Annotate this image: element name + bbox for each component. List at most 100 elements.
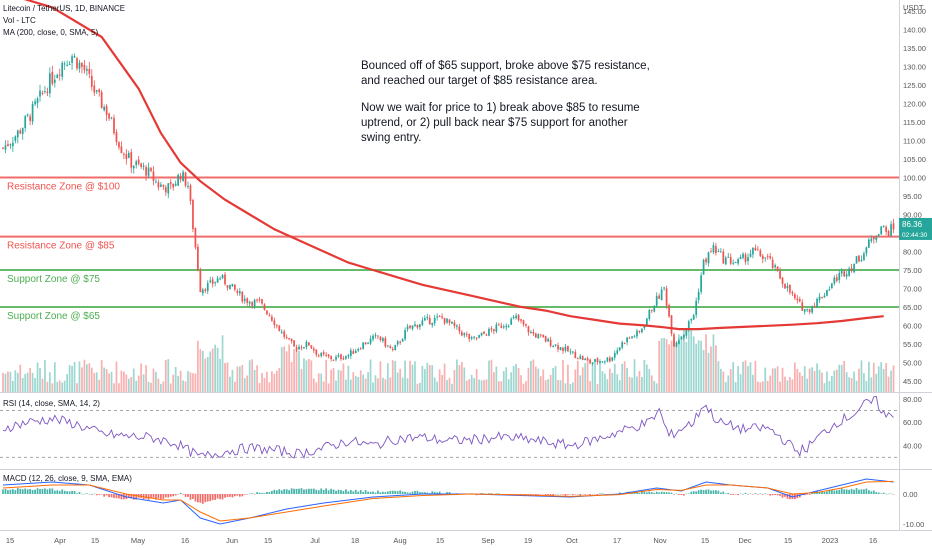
macd-histogram-bar <box>273 489 276 494</box>
volume-bar <box>382 377 384 392</box>
candle-body <box>231 283 234 287</box>
volume-bar <box>557 380 559 392</box>
candle-body <box>734 262 737 264</box>
volume-bar <box>24 373 27 392</box>
macd-histogram-bar <box>130 494 133 499</box>
y-tick-label: 45.00 <box>903 377 922 386</box>
candle-body <box>248 301 251 304</box>
macd-histogram-bar <box>586 494 589 495</box>
macd-histogram-bar <box>98 494 101 495</box>
volume-bar <box>261 372 263 392</box>
candle-body <box>771 259 774 269</box>
x-tick-label: Sep <box>481 536 494 545</box>
volume-bar <box>152 368 155 392</box>
volume-bar <box>164 359 167 392</box>
volume-bar <box>310 360 313 392</box>
candle-body <box>576 358 579 360</box>
candle-body <box>108 113 110 119</box>
macd-histogram-bar <box>880 493 883 494</box>
candle-body <box>224 274 226 285</box>
volume-bar <box>576 360 579 392</box>
candle-body <box>258 299 261 301</box>
macd-histogram-bar <box>280 490 283 494</box>
macd-histogram-bar <box>330 488 332 494</box>
candle-body <box>589 359 591 364</box>
candle-body <box>426 316 429 319</box>
volume-bar <box>490 359 493 392</box>
candle-body <box>414 324 416 327</box>
volume-bar <box>63 380 66 392</box>
candle-body <box>678 340 680 344</box>
y-tick-label: 140.00 <box>903 26 926 35</box>
candle-body <box>271 316 273 321</box>
volume-bar <box>404 360 406 392</box>
volume-bar <box>359 370 362 392</box>
volume-bar <box>816 363 818 392</box>
candle-body <box>475 337 478 339</box>
candle-body <box>49 73 51 94</box>
macd-histogram-bar <box>327 490 330 494</box>
macd-histogram-bar <box>12 489 14 494</box>
volume-bar <box>769 375 772 392</box>
volume-bar <box>271 371 273 392</box>
x-tick-label: Aug <box>393 536 406 545</box>
ma-200-line <box>23 0 884 331</box>
candle-body <box>130 152 133 168</box>
volume-bar <box>347 365 350 392</box>
candle-body <box>41 92 44 94</box>
macd-tick-label: 0.00 <box>903 490 918 499</box>
macd-histogram-bar <box>372 491 374 494</box>
volume-bar <box>547 379 550 392</box>
macd-histogram-bar <box>537 494 540 495</box>
candle-body <box>882 225 885 228</box>
candle-body <box>345 356 347 359</box>
volume-bar <box>266 371 268 392</box>
candle-body <box>241 292 244 302</box>
candle-body <box>401 339 404 342</box>
candle-body <box>123 153 125 155</box>
volume-bar <box>752 374 754 392</box>
volume-bar <box>887 376 890 392</box>
candle-body <box>559 347 562 350</box>
volume-bar <box>419 382 421 392</box>
candle-body <box>673 334 675 347</box>
y-tick-label: 55.00 <box>903 340 922 349</box>
volume-bar <box>95 372 98 392</box>
macd-histogram-bar <box>63 490 66 494</box>
macd-histogram-bar <box>49 488 51 494</box>
macd-histogram-bar <box>216 494 219 499</box>
candle-body <box>182 171 184 182</box>
volume-bar <box>88 363 91 392</box>
x-tick-label: 15 <box>264 536 272 545</box>
candle-body <box>238 291 241 294</box>
volume-bar <box>256 365 258 392</box>
volume-bar <box>530 360 532 392</box>
volume-bar <box>93 372 96 392</box>
candle-body <box>179 175 182 180</box>
macd-histogram-bar <box>554 494 557 495</box>
volume-bar <box>705 334 707 392</box>
candle-body <box>327 354 330 357</box>
volume-bar <box>414 361 416 392</box>
candle-body <box>423 318 426 321</box>
candle-body <box>544 336 547 342</box>
volume-bar <box>303 358 305 392</box>
volume-bar <box>443 363 446 392</box>
candle-body <box>594 359 596 362</box>
macd-histogram-bar <box>192 494 194 500</box>
macd-histogram-bar <box>490 493 493 494</box>
rsi-tick-label: 40.00 <box>903 442 922 451</box>
volume-bar <box>838 364 841 392</box>
volume-bars <box>2 329 895 392</box>
candle-body <box>710 251 712 253</box>
volume-bar <box>145 365 147 392</box>
candle-body <box>142 165 145 167</box>
candle-body <box>739 256 742 259</box>
macd-histogram-bar <box>184 494 187 497</box>
volume-bar <box>650 375 653 392</box>
volume-bar <box>552 368 554 392</box>
ma-legend: MA (200, close, 0, SMA, 5) <box>3 28 99 37</box>
macd-histogram-bar <box>150 494 152 499</box>
annotation-paragraph-1: Bounced off of $65 support, broke above … <box>361 60 650 87</box>
